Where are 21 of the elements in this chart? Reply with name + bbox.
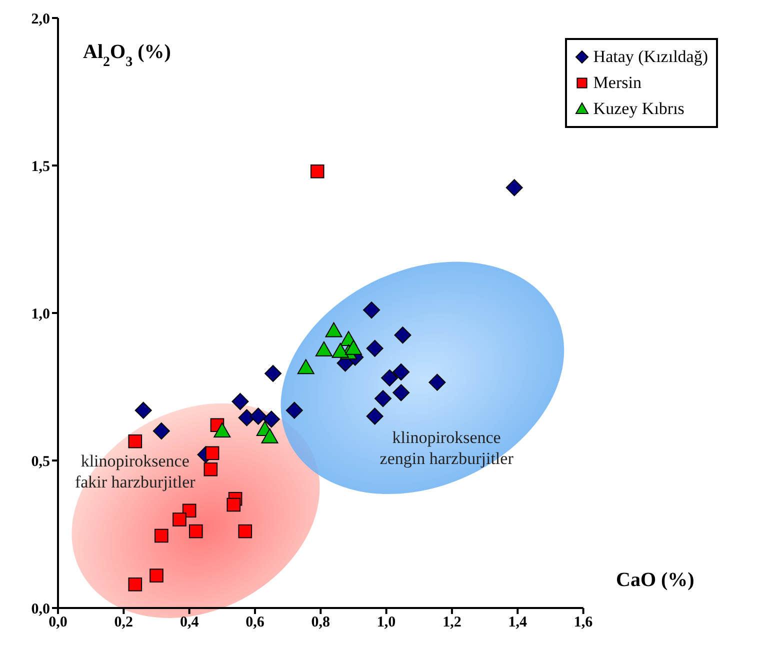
y-tick-label: 0,5 xyxy=(31,454,50,470)
y-tick-label: 0,0 xyxy=(31,601,50,618)
y-tick-label: 1,5 xyxy=(31,158,50,175)
legend-label: Kuzey Kıbrıs xyxy=(593,98,684,120)
y-axis-title: Al$_{2}$O$_{3}$ (%) xyxy=(83,41,171,70)
x-tick-label: 1,0 xyxy=(376,614,396,631)
x-tick-label: 0,0 xyxy=(48,614,68,631)
legend-label: Hatay (Kızıldağ) xyxy=(593,46,708,68)
x-tick-label: 0,2 xyxy=(114,614,134,631)
x-tick-label: 0,4 xyxy=(180,614,200,631)
legend-label: Mersin xyxy=(593,72,642,94)
x-tick-label: 0,6 xyxy=(246,614,265,631)
annotation: klinopiroksence fakir harzburjitler xyxy=(74,451,196,492)
y-tick-label: 1,0 xyxy=(31,306,50,322)
x-tick-label: 1,4 xyxy=(508,614,528,631)
annotation: klinopiroksence zengin harzburjitler xyxy=(380,428,514,468)
x-tick-label: 1,6 xyxy=(574,614,594,631)
y-tick-label: 2,0 xyxy=(31,11,50,28)
x-tick-label: 1,2 xyxy=(442,614,462,631)
x-axis-title: CaO (%) xyxy=(616,569,694,591)
x-tick-label: 0,8 xyxy=(311,614,330,631)
